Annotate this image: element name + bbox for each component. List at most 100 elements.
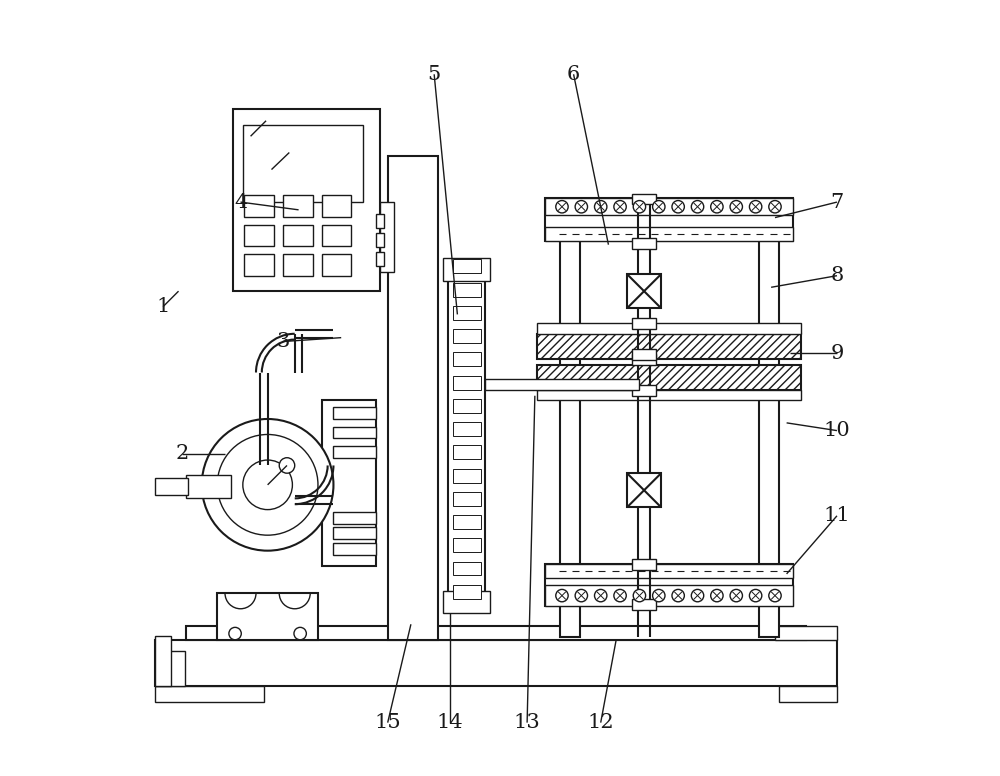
Text: 4: 4	[234, 192, 247, 212]
Bar	[632, 318, 656, 329]
Bar	[333, 512, 376, 524]
Bar	[537, 334, 801, 359]
Bar	[322, 224, 351, 246]
Bar	[453, 306, 481, 320]
Bar	[333, 446, 376, 458]
Bar	[376, 213, 384, 227]
Bar	[560, 202, 580, 637]
Circle shape	[711, 200, 723, 213]
Circle shape	[217, 435, 318, 535]
Bar	[217, 594, 318, 639]
Bar	[632, 559, 656, 570]
Bar	[243, 125, 363, 202]
Bar	[632, 349, 656, 360]
Circle shape	[575, 200, 588, 213]
Bar	[443, 258, 490, 281]
Bar	[453, 562, 481, 576]
Bar	[453, 376, 481, 390]
Text: 14: 14	[436, 713, 463, 732]
Circle shape	[691, 590, 704, 602]
Text: 5: 5	[428, 64, 441, 84]
Bar	[632, 193, 656, 204]
Circle shape	[711, 590, 723, 602]
Bar	[632, 600, 656, 610]
Bar	[322, 400, 376, 566]
Bar	[537, 390, 801, 400]
Bar	[283, 224, 313, 246]
Bar	[388, 156, 438, 639]
Bar	[545, 564, 793, 606]
Bar	[453, 469, 481, 483]
Bar	[233, 109, 380, 291]
Circle shape	[749, 200, 762, 213]
Circle shape	[653, 590, 665, 602]
Bar	[453, 492, 481, 506]
Bar	[545, 198, 793, 215]
Bar	[333, 407, 376, 419]
Circle shape	[653, 200, 665, 213]
Text: 7: 7	[830, 192, 844, 212]
Bar	[485, 379, 639, 390]
Bar	[333, 543, 376, 555]
Bar	[537, 323, 801, 334]
Circle shape	[614, 200, 626, 213]
Bar	[155, 686, 264, 702]
Text: 1: 1	[156, 297, 170, 316]
Bar	[376, 252, 384, 266]
Circle shape	[691, 200, 704, 213]
Circle shape	[575, 590, 588, 602]
Text: 11: 11	[824, 506, 850, 525]
Bar	[632, 237, 656, 248]
Bar	[537, 365, 801, 390]
Circle shape	[672, 200, 684, 213]
Circle shape	[730, 590, 742, 602]
Bar	[186, 625, 806, 639]
Bar	[545, 227, 793, 241]
Text: 6: 6	[567, 64, 580, 84]
Bar	[453, 515, 481, 529]
Bar	[759, 202, 779, 637]
Bar	[453, 329, 481, 343]
Bar	[779, 686, 837, 702]
Bar	[155, 478, 188, 495]
Bar	[155, 636, 171, 686]
Circle shape	[556, 590, 568, 602]
Bar	[453, 259, 481, 273]
Circle shape	[749, 590, 762, 602]
Text: 15: 15	[374, 713, 401, 732]
Text: 8: 8	[830, 266, 844, 286]
Bar	[333, 427, 376, 438]
Bar	[632, 354, 656, 365]
Bar	[545, 564, 793, 578]
Bar	[453, 399, 481, 413]
Circle shape	[556, 200, 568, 213]
Bar	[453, 539, 481, 553]
Text: 9: 9	[830, 344, 844, 362]
Bar	[283, 254, 313, 275]
Circle shape	[595, 590, 607, 602]
Bar	[380, 202, 394, 272]
Bar	[627, 473, 661, 508]
Circle shape	[202, 419, 333, 551]
Circle shape	[672, 590, 684, 602]
Bar	[155, 651, 185, 686]
Bar	[376, 233, 384, 247]
Bar	[443, 591, 490, 612]
Bar	[322, 254, 351, 275]
Bar	[448, 264, 485, 608]
Circle shape	[769, 590, 781, 602]
Text: 2: 2	[176, 445, 189, 463]
Bar	[545, 585, 793, 606]
Bar	[244, 224, 274, 246]
Bar	[333, 528, 376, 539]
Circle shape	[294, 627, 306, 639]
Circle shape	[614, 590, 626, 602]
Text: 12: 12	[587, 713, 614, 732]
Circle shape	[595, 200, 607, 213]
Text: 13: 13	[514, 713, 540, 732]
Text: 10: 10	[824, 421, 850, 440]
Bar	[453, 422, 481, 436]
Circle shape	[633, 200, 646, 213]
Circle shape	[279, 458, 295, 473]
Bar	[322, 195, 351, 217]
